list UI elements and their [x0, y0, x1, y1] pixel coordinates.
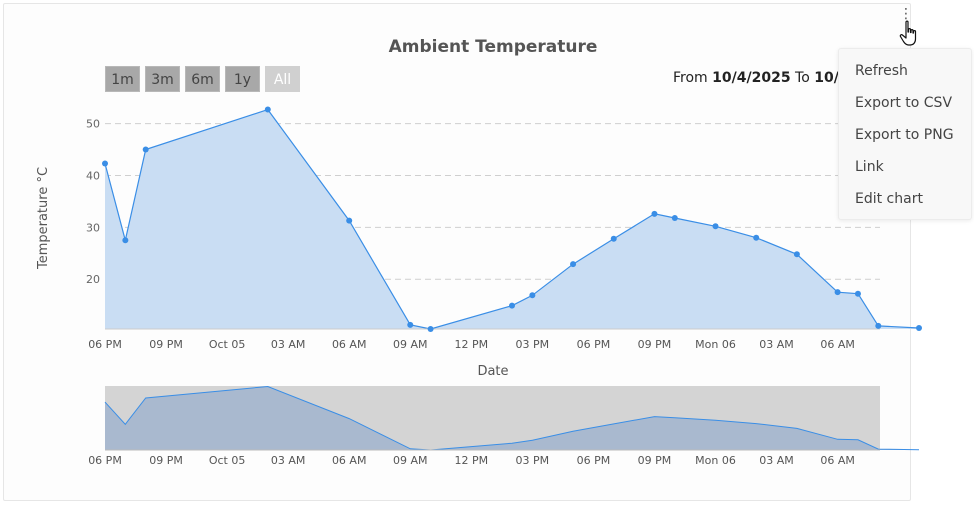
y-axis: 20 30 40 50 — [86, 118, 100, 287]
data-point[interactable] — [712, 223, 719, 230]
navigator-area — [105, 386, 919, 450]
data-point[interactable] — [916, 324, 922, 331]
range-button-3m[interactable]: 3m — [145, 66, 180, 92]
x-tick-label: 03 AM — [759, 338, 794, 351]
data-point[interactable] — [854, 290, 861, 297]
x-tick-label: 12 PM — [454, 338, 488, 351]
navigator-tick-label: 09 AM — [393, 454, 428, 467]
main-series-points — [102, 106, 922, 332]
navigator-tick-label: 12 PM — [454, 454, 488, 467]
menu-item-export-csv[interactable]: Export to CSV — [855, 95, 953, 111]
vertical-dots-icon[interactable]: ⋮ — [899, 6, 913, 22]
data-point[interactable] — [651, 210, 658, 217]
data-point[interactable] — [122, 237, 129, 244]
data-point[interactable] — [753, 234, 760, 241]
series-line — [104, 108, 920, 330]
data-point[interactable] — [427, 326, 434, 332]
x-tick-label: 09 PM — [149, 338, 183, 351]
x-axis-title: Date — [477, 364, 508, 379]
data-point[interactable] — [142, 146, 149, 153]
data-point[interactable] — [264, 106, 271, 113]
y-axis-title: Temperature °C — [36, 167, 51, 270]
data-point[interactable] — [102, 160, 108, 167]
y-tick-label: 20 — [86, 273, 100, 286]
range-button-1y[interactable]: 1y — [225, 66, 260, 92]
data-point[interactable] — [529, 292, 536, 299]
date-range: From 10/4/2025 To 10/6/2025 — [673, 70, 840, 86]
menu-item-link[interactable]: Link — [855, 159, 884, 175]
data-point[interactable] — [793, 251, 800, 258]
navigator-line — [104, 385, 920, 451]
navigator[interactable] — [104, 385, 920, 451]
x-axis: 06 PM 09 PM Oct 05 03 AM 06 AM 09 AM 12 PM 03 P… — [88, 338, 855, 351]
range-button-1m[interactable]: 1m — [105, 66, 140, 92]
data-point[interactable] — [346, 217, 353, 224]
navigator-tick-label: 06 PM — [88, 454, 122, 467]
data-point[interactable] — [671, 214, 678, 221]
date-range-to-value[interactable]: 10/6/2025 — [814, 70, 840, 86]
x-tick-label: 03 AM — [271, 338, 306, 351]
data-point[interactable] — [570, 261, 577, 268]
date-range-from-value[interactable]: 10/4/2025 — [712, 70, 791, 86]
x-tick-label: 03 PM — [516, 338, 550, 351]
data-point[interactable] — [834, 289, 841, 296]
menu-item-export-png[interactable]: Export to PNG — [855, 127, 954, 143]
x-tick-label: 06 AM — [820, 338, 855, 351]
date-range-to-label: To — [795, 70, 810, 86]
x-tick-label: 06 PM — [577, 338, 611, 351]
series-area-fill — [105, 109, 919, 329]
navigator-x-axis: 06 PM 09 PM Oct 05 03 AM 06 AM 09 AM 12 PM 03 P… — [88, 454, 855, 467]
data-point[interactable] — [509, 302, 515, 309]
navigator-tick-label: 06 AM — [332, 454, 367, 467]
x-tick-label: 09 PM — [638, 338, 672, 351]
data-point[interactable] — [407, 321, 414, 328]
range-button-all[interactable]: All — [265, 66, 300, 92]
navigator-tick-label: 06 AM — [820, 454, 855, 467]
date-range-from-label: From — [673, 70, 708, 86]
navigator-tick-label: 09 PM — [149, 454, 183, 467]
y-tick-label: 40 — [86, 169, 100, 182]
data-point[interactable] — [610, 235, 617, 242]
data-point[interactable] — [875, 322, 882, 329]
range-button-6m[interactable]: 6m — [185, 66, 220, 92]
navigator-tick-label: 03 PM — [516, 454, 550, 467]
x-tick-label: Oct 05 — [209, 338, 246, 351]
navigator-tick-label: 06 PM — [577, 454, 611, 467]
navigator-tick-label: 09 PM — [638, 454, 672, 467]
menu-item-edit-chart[interactable]: Edit chart — [855, 191, 923, 207]
x-tick-label: 06 AM — [332, 338, 367, 351]
main-series-area — [104, 108, 920, 330]
navigator-tick-label: 03 AM — [759, 454, 794, 467]
chart-title: Ambient Temperature — [388, 37, 598, 57]
context-menu: Refresh Export to CSV Export to PNG Link… — [838, 48, 972, 220]
y-tick-label: 50 — [86, 118, 100, 131]
x-tick-label: Mon 06 — [695, 338, 736, 351]
menu-item-refresh[interactable]: Refresh — [855, 63, 908, 79]
navigator-tick-label: Mon 06 — [695, 454, 736, 467]
navigator-tick-label: Oct 05 — [209, 454, 246, 467]
navigator-tick-label: 03 AM — [271, 454, 306, 467]
x-tick-label: 06 PM — [88, 338, 122, 351]
y-tick-label: 30 — [86, 221, 100, 234]
hand-pointer-icon — [899, 20, 917, 46]
x-tick-label: 09 AM — [393, 338, 428, 351]
